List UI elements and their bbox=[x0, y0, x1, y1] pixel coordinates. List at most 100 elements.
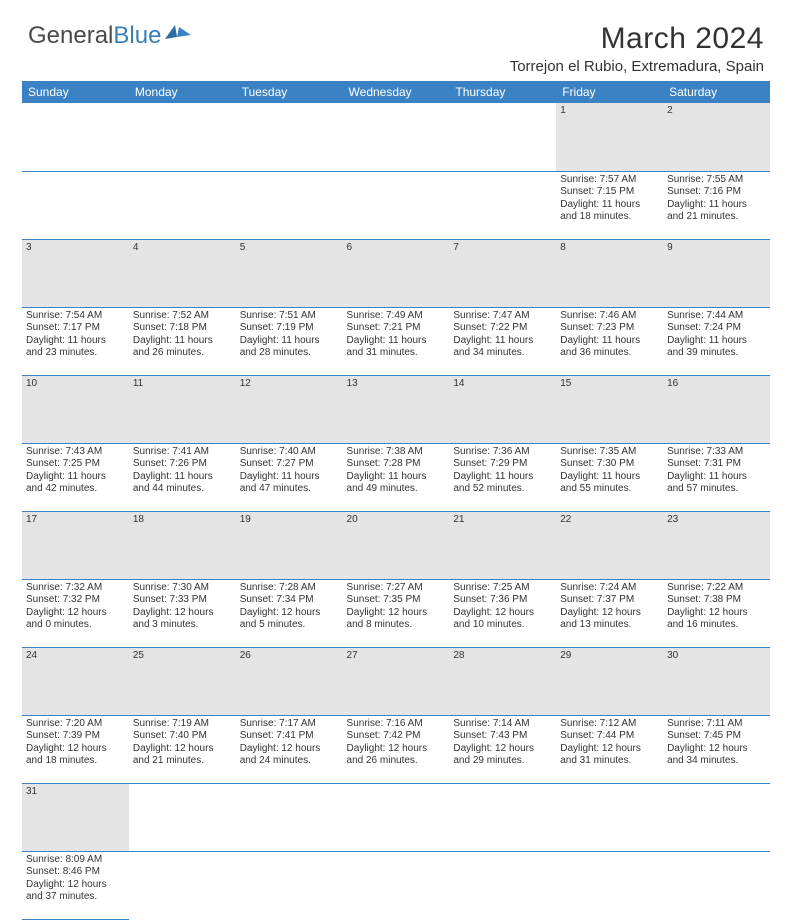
day-number: 10 bbox=[22, 375, 129, 443]
sunset-line: Sunset: 7:26 PM bbox=[133, 458, 232, 471]
logo-text-blue: Blue bbox=[113, 22, 161, 50]
day-cell: Sunrise: 7:22 AMSunset: 7:38 PMDaylight:… bbox=[663, 579, 770, 647]
daynum-row: 24252627282930 bbox=[22, 647, 770, 715]
weekday-header-row: SundayMondayTuesdayWednesdayThursdayFrid… bbox=[22, 81, 770, 103]
sunrise-line: Sunrise: 7:16 AM bbox=[347, 718, 446, 731]
day-cell: Sunrise: 7:46 AMSunset: 7:23 PMDaylight:… bbox=[556, 307, 663, 375]
sunset-line: Sunset: 7:32 PM bbox=[26, 594, 125, 607]
daylight-line: and 36 minutes. bbox=[560, 347, 659, 360]
sunset-line: Sunset: 7:34 PM bbox=[240, 594, 339, 607]
calendar-container: SundayMondayTuesdayWednesdayThursdayFrid… bbox=[0, 81, 792, 920]
day-cell: Sunrise: 7:54 AMSunset: 7:17 PMDaylight:… bbox=[22, 307, 129, 375]
daynum-row: 17181920212223 bbox=[22, 511, 770, 579]
daylight-line: and 52 minutes. bbox=[453, 483, 552, 496]
sunset-line: Sunset: 7:22 PM bbox=[453, 322, 552, 335]
content-row: Sunrise: 7:57 AMSunset: 7:15 PMDaylight:… bbox=[22, 171, 770, 239]
sunset-line: Sunset: 8:46 PM bbox=[26, 866, 125, 879]
sunset-line: Sunset: 7:38 PM bbox=[667, 594, 766, 607]
day-number: 13 bbox=[343, 375, 450, 443]
daylight-line: Daylight: 12 hours bbox=[667, 607, 766, 620]
day-cell: Sunrise: 7:44 AMSunset: 7:24 PMDaylight:… bbox=[663, 307, 770, 375]
day-cell bbox=[449, 851, 556, 919]
logo: GeneralBlue bbox=[28, 22, 193, 50]
sunrise-line: Sunrise: 7:20 AM bbox=[26, 718, 125, 731]
daylight-line: Daylight: 11 hours bbox=[560, 199, 659, 212]
daylight-line: Daylight: 11 hours bbox=[560, 471, 659, 484]
day-number bbox=[556, 783, 663, 851]
daylight-line: and 5 minutes. bbox=[240, 619, 339, 632]
content-row: Sunrise: 7:20 AMSunset: 7:39 PMDaylight:… bbox=[22, 715, 770, 783]
sunset-line: Sunset: 7:21 PM bbox=[347, 322, 446, 335]
sunrise-line: Sunrise: 7:12 AM bbox=[560, 718, 659, 731]
sunset-line: Sunset: 7:30 PM bbox=[560, 458, 659, 471]
sunset-line: Sunset: 7:19 PM bbox=[240, 322, 339, 335]
daylight-line: Daylight: 11 hours bbox=[667, 471, 766, 484]
day-cell: Sunrise: 7:28 AMSunset: 7:34 PMDaylight:… bbox=[236, 579, 343, 647]
day-cell: Sunrise: 7:55 AMSunset: 7:16 PMDaylight:… bbox=[663, 171, 770, 239]
weekday-header: Saturday bbox=[663, 81, 770, 103]
daylight-line: Daylight: 11 hours bbox=[240, 335, 339, 348]
day-cell: Sunrise: 7:17 AMSunset: 7:41 PMDaylight:… bbox=[236, 715, 343, 783]
location-subtitle: Torrejon el Rubio, Extremadura, Spain bbox=[510, 58, 764, 75]
day-number: 9 bbox=[663, 239, 770, 307]
content-row: Sunrise: 8:09 AMSunset: 8:46 PMDaylight:… bbox=[22, 851, 770, 919]
daylight-line: and 16 minutes. bbox=[667, 619, 766, 632]
day-cell bbox=[556, 851, 663, 919]
content-row: Sunrise: 7:43 AMSunset: 7:25 PMDaylight:… bbox=[22, 443, 770, 511]
weekday-header: Friday bbox=[556, 81, 663, 103]
sunset-line: Sunset: 7:15 PM bbox=[560, 186, 659, 199]
daylight-line: and 3 minutes. bbox=[133, 619, 232, 632]
day-number: 28 bbox=[449, 647, 556, 715]
day-number: 23 bbox=[663, 511, 770, 579]
sunset-line: Sunset: 7:16 PM bbox=[667, 186, 766, 199]
daylight-line: and 28 minutes. bbox=[240, 347, 339, 360]
sunset-line: Sunset: 7:31 PM bbox=[667, 458, 766, 471]
day-number: 2 bbox=[663, 103, 770, 171]
daylight-line: Daylight: 11 hours bbox=[26, 335, 125, 348]
sunrise-line: Sunrise: 7:30 AM bbox=[133, 582, 232, 595]
day-cell: Sunrise: 7:43 AMSunset: 7:25 PMDaylight:… bbox=[22, 443, 129, 511]
daylight-line: and 21 minutes. bbox=[667, 211, 766, 224]
daylight-line: Daylight: 12 hours bbox=[26, 607, 125, 620]
daynum-row: 12 bbox=[22, 103, 770, 171]
sunrise-line: Sunrise: 7:54 AM bbox=[26, 310, 125, 323]
daylight-line: Daylight: 12 hours bbox=[133, 743, 232, 756]
daylight-line: and 55 minutes. bbox=[560, 483, 659, 496]
daylight-line: and 34 minutes. bbox=[667, 755, 766, 768]
day-cell: Sunrise: 7:35 AMSunset: 7:30 PMDaylight:… bbox=[556, 443, 663, 511]
daylight-line: and 8 minutes. bbox=[347, 619, 446, 632]
daylight-line: Daylight: 12 hours bbox=[347, 743, 446, 756]
daylight-line: Daylight: 11 hours bbox=[133, 335, 232, 348]
day-number: 29 bbox=[556, 647, 663, 715]
sunrise-line: Sunrise: 7:25 AM bbox=[453, 582, 552, 595]
day-cell: Sunrise: 7:32 AMSunset: 7:32 PMDaylight:… bbox=[22, 579, 129, 647]
day-number: 26 bbox=[236, 647, 343, 715]
day-cell: Sunrise: 7:36 AMSunset: 7:29 PMDaylight:… bbox=[449, 443, 556, 511]
day-cell: Sunrise: 7:16 AMSunset: 7:42 PMDaylight:… bbox=[343, 715, 450, 783]
daylight-line: Daylight: 12 hours bbox=[560, 743, 659, 756]
sunset-line: Sunset: 7:37 PM bbox=[560, 594, 659, 607]
sunset-line: Sunset: 7:44 PM bbox=[560, 730, 659, 743]
sunrise-line: Sunrise: 7:49 AM bbox=[347, 310, 446, 323]
daylight-line: and 26 minutes. bbox=[133, 347, 232, 360]
daylight-line: and 42 minutes. bbox=[26, 483, 125, 496]
daylight-line: and 47 minutes. bbox=[240, 483, 339, 496]
daylight-line: and 26 minutes. bbox=[347, 755, 446, 768]
daylight-line: Daylight: 11 hours bbox=[240, 471, 339, 484]
sunrise-line: Sunrise: 7:27 AM bbox=[347, 582, 446, 595]
daylight-line: and 57 minutes. bbox=[667, 483, 766, 496]
day-number: 5 bbox=[236, 239, 343, 307]
daylight-line: and 49 minutes. bbox=[347, 483, 446, 496]
daylight-line: and 31 minutes. bbox=[347, 347, 446, 360]
daylight-line: and 37 minutes. bbox=[26, 891, 125, 904]
day-number: 30 bbox=[663, 647, 770, 715]
flag-icon bbox=[165, 22, 193, 50]
day-cell: Sunrise: 7:52 AMSunset: 7:18 PMDaylight:… bbox=[129, 307, 236, 375]
weekday-header: Sunday bbox=[22, 81, 129, 103]
sunset-line: Sunset: 7:41 PM bbox=[240, 730, 339, 743]
day-cell: Sunrise: 7:51 AMSunset: 7:19 PMDaylight:… bbox=[236, 307, 343, 375]
day-number bbox=[129, 103, 236, 171]
day-number: 22 bbox=[556, 511, 663, 579]
sunset-line: Sunset: 7:29 PM bbox=[453, 458, 552, 471]
daylight-line: Daylight: 11 hours bbox=[26, 471, 125, 484]
